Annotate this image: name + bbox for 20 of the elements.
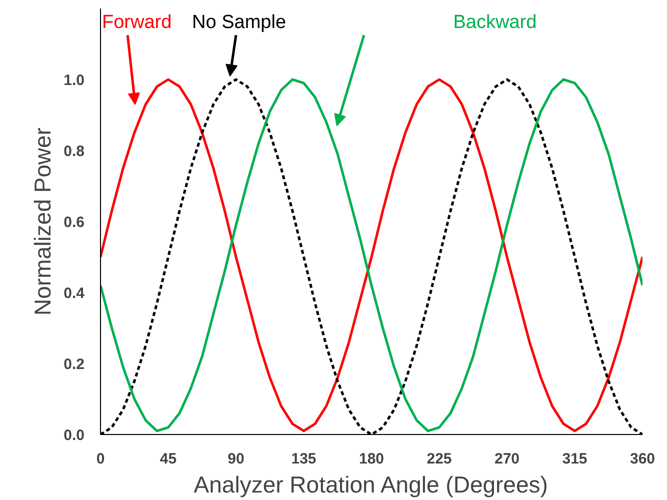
x-tick-label: 90	[228, 450, 244, 468]
y-tick-label: 1.0	[64, 72, 85, 89]
x-tick-label: 315	[562, 450, 588, 468]
x-tick-label: 0	[96, 450, 105, 468]
x-tick-label: 135	[291, 450, 316, 468]
x-tick-label: 225	[426, 450, 452, 468]
y-tick-label: 0.4	[64, 285, 86, 302]
x-tick-label: 360	[630, 450, 656, 468]
text: Backward	[453, 12, 537, 34]
y-tick-label: 0.6	[64, 214, 85, 231]
y-axis-title: Normalized Power	[30, 127, 56, 316]
y-tick-label: 0.0	[64, 427, 85, 444]
x-tick-label: 180	[358, 450, 384, 468]
x-tick-label: 270	[494, 450, 520, 468]
y-tick-label: 0.2	[64, 356, 85, 373]
x-axis-title: Analyzer Rotation Angle (Degrees)	[194, 472, 548, 498]
y-tick-label: 0.8	[64, 143, 85, 160]
text: Forward	[102, 12, 172, 34]
text: No Sample	[192, 12, 286, 34]
x-tick-label: 45	[160, 450, 177, 468]
